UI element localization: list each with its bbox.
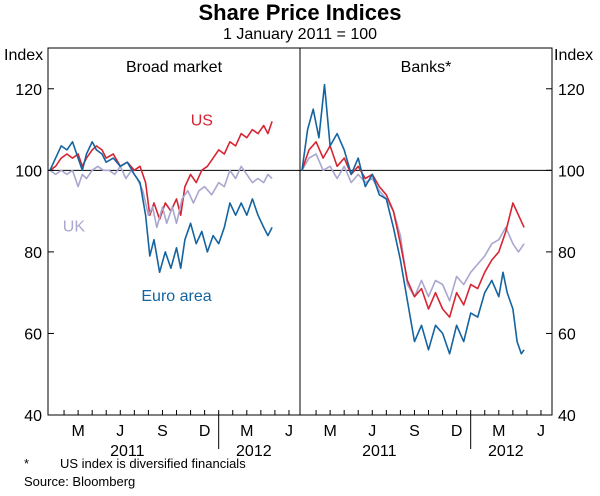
series-line-euro-area	[301, 83, 525, 355]
y-tick-label-right: 100	[558, 163, 585, 180]
y-tick-label-right: 120	[558, 82, 585, 99]
x-year-label: 2011	[362, 443, 397, 460]
x-year-label: 2012	[488, 443, 524, 460]
y-axis-label-left: Index	[4, 47, 43, 64]
y-tick-label-left: 100	[15, 163, 42, 180]
series-label-euro-area: Euro area	[141, 288, 211, 305]
panel-title-broad-market: Broad market	[126, 59, 223, 76]
x-tick-label: S	[409, 423, 420, 440]
footnote-mark: *	[24, 456, 29, 471]
x-tick-label: M	[492, 423, 505, 440]
x-tick-label: M	[323, 423, 336, 440]
x-tick-label: M	[71, 423, 84, 440]
chart-subtitle: 1 January 2011 = 100	[223, 26, 377, 43]
banks-panel: M J S D M J 2011 2012 Banks*	[300, 59, 552, 460]
x-tick-label: S	[157, 423, 168, 440]
series-line-uk	[301, 153, 525, 302]
y-tick-label-left: 120	[15, 82, 42, 99]
broad-market-panel: M J S D M J 2011 2012 US UK Euro area Broad market	[48, 59, 300, 460]
series-line-uk	[49, 165, 273, 229]
footnote: US index is diversified financials	[60, 456, 246, 471]
y-axis-label-right: Index	[554, 47, 593, 64]
x-tick-label: J	[368, 423, 376, 440]
x-tick-label: D	[199, 423, 211, 440]
x-tick-label: M	[240, 423, 253, 440]
x-tick-label: D	[451, 423, 463, 440]
series-line-euro-area	[49, 141, 273, 274]
y-tick-label-left: 80	[24, 245, 42, 262]
x-tick-label: J	[537, 423, 545, 440]
x-year-label: 2011	[110, 443, 145, 460]
y-axis-right: 40 60 80 100 120	[546, 82, 585, 425]
panel-title-banks: Banks*	[401, 59, 452, 76]
y-tick-label-left: 40	[24, 408, 42, 425]
chart-title: Share Price Indices	[199, 0, 402, 25]
x-tick-label: J	[285, 423, 293, 440]
series-line-us	[301, 141, 525, 318]
y-tick-label-left: 60	[24, 326, 42, 343]
y-axis-left: 40 60 80 100 120	[15, 82, 54, 425]
series-label-uk: UK	[63, 219, 86, 236]
series-label-us: US	[191, 112, 213, 129]
y-tick-label-right: 80	[558, 245, 576, 262]
source-note: Source: Bloomberg	[24, 474, 135, 489]
x-year-label: 2012	[236, 443, 272, 460]
y-tick-label-right: 40	[558, 408, 576, 425]
y-tick-label-right: 60	[558, 326, 576, 343]
x-tick-label: J	[116, 423, 124, 440]
